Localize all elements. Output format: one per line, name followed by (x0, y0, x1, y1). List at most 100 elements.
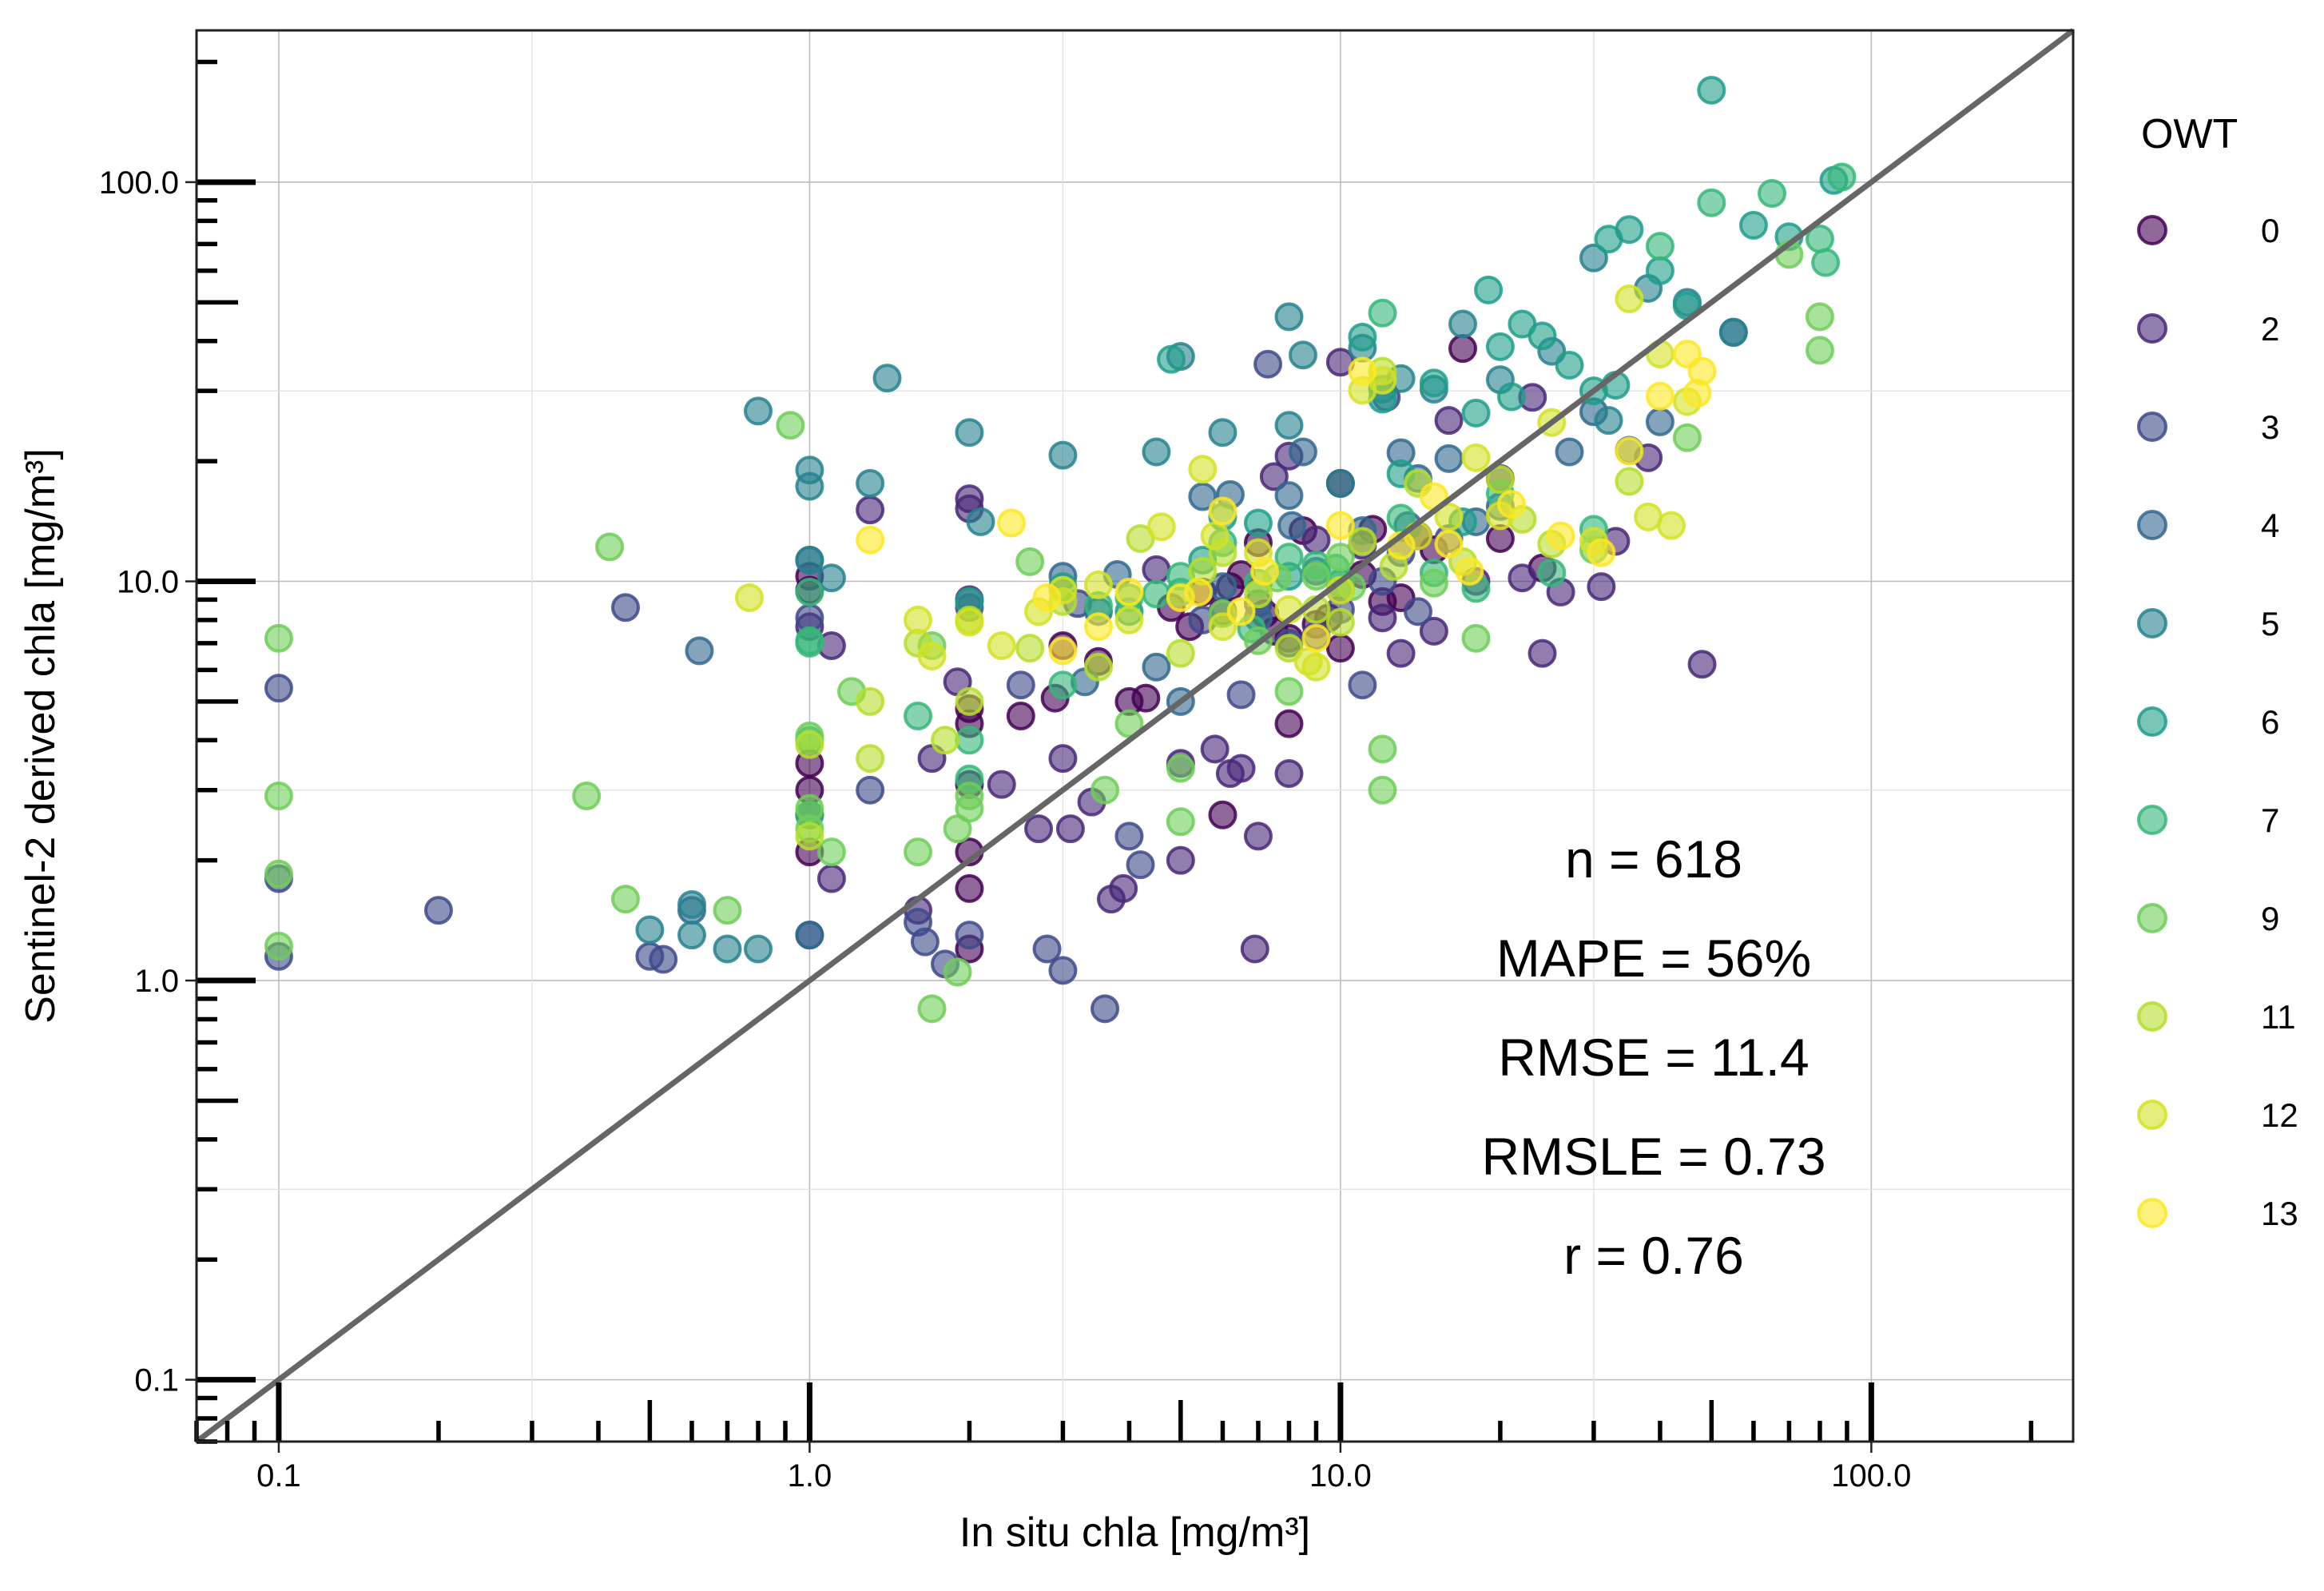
data-point-owt-5 (856, 468, 885, 498)
data-point-owt-5 (1208, 418, 1237, 447)
legend-marker-owt-4 (2137, 510, 2167, 540)
data-point-owt-9 (1301, 562, 1331, 591)
legend-marker-owt-12 (2137, 1100, 2167, 1130)
data-point-owt-9 (1166, 754, 1195, 783)
data-point-owt-11 (856, 686, 885, 716)
data-point-owt-5 (1594, 406, 1623, 436)
data-point-owt-11 (1485, 464, 1515, 494)
rug-ticks (194, 59, 2034, 1444)
legend-label-owt-3: 3 (2261, 408, 2279, 446)
data-point-owt-9 (1015, 547, 1045, 576)
data-point-owt-2 (1200, 734, 1230, 764)
data-point-owt-9 (955, 794, 984, 823)
data-point-owt-2 (1048, 744, 1078, 774)
legend: OWT 0 2 3 4 5 6 7 9 11 12 13 (2137, 111, 2298, 1232)
data-point-owt-6 (1738, 210, 1768, 240)
data-point-owt-12 (1083, 570, 1113, 599)
data-point-owt-7 (1697, 188, 1726, 217)
data-point-owt-2 (1166, 845, 1195, 875)
data-point-owt-7 (1142, 579, 1171, 609)
data-point-owt-3 (1348, 670, 1377, 700)
y-axis-title: Sentinel-2 derived chla [mg/m³] (18, 448, 64, 1024)
data-point-owt-3 (423, 896, 453, 925)
data-point-owt-2 (1109, 873, 1138, 903)
data-point-owt-2 (1434, 406, 1464, 436)
data-point-owt-4 (1434, 443, 1464, 473)
legend-marker-owt-9 (2137, 903, 2167, 933)
data-point-owt-5 (635, 915, 665, 945)
data-point-owt-9 (1461, 623, 1491, 653)
data-point-owt-9 (943, 957, 972, 987)
data-point-owt-7 (1811, 248, 1841, 277)
data-point-owt-3 (1253, 349, 1283, 379)
data-point-owt-13 (1048, 636, 1078, 666)
data-point-owt-6 (1615, 215, 1644, 245)
data-point-owt-5 (1288, 340, 1317, 370)
data-point-owt-0 (1131, 683, 1161, 713)
data-point-owt-12 (734, 583, 764, 612)
data-point-owt-13 (1455, 556, 1484, 586)
data-point-owt-2 (1301, 525, 1331, 555)
data-point-owt-4 (1277, 511, 1307, 540)
data-point-owt-3 (955, 921, 984, 950)
data-point-owt-13 (1301, 623, 1331, 653)
data-point-owt-11 (1015, 634, 1045, 663)
data-point-owt-0 (1208, 800, 1237, 829)
data-point-owt-9 (1274, 677, 1304, 706)
data-point-owt-7 (1758, 179, 1787, 209)
data-point-owt-13 (1032, 583, 1062, 612)
legend-marker-owt-11 (2137, 1001, 2167, 1032)
data-point-owt-9 (572, 782, 602, 811)
data-point-owt-2 (1527, 638, 1557, 668)
data-point-owt-5 (816, 563, 846, 593)
data-point-owt-5 (744, 934, 773, 964)
data-point-owt-13 (1615, 436, 1644, 466)
x-tick-label: 1.0 (788, 1458, 832, 1494)
data-point-owt-7 (795, 577, 824, 607)
data-point-owt-9 (595, 532, 625, 562)
data-point-owt-2 (1142, 555, 1171, 584)
data-point-owt-4 (1274, 481, 1304, 511)
data-point-owt-3 (856, 775, 885, 805)
data-point-owt-4 (1555, 437, 1584, 467)
data-point-owt-7 (1537, 558, 1567, 587)
data-point-owt-6 (1527, 321, 1557, 351)
data-point-owt-5 (1274, 411, 1304, 440)
data-point-owt-11 (1274, 634, 1304, 663)
data-point-owt-5 (677, 921, 706, 950)
x-axis-title: In situ chla [mg/m³] (959, 1509, 1310, 1556)
data-point-owt-4 (1288, 437, 1317, 467)
data-point-owt-13 (1114, 577, 1144, 607)
data-point-owt-7 (1386, 503, 1416, 533)
data-point-owt-11 (931, 726, 960, 755)
data-point-owt-3 (1006, 670, 1035, 700)
data-point-owt-2 (1240, 934, 1269, 964)
data-point-owt-9 (816, 837, 846, 867)
legend-marker-owt-2 (2137, 313, 2167, 344)
stat-r: r = 0.76 (1563, 1226, 1744, 1285)
data-point-owt-5 (1048, 440, 1078, 470)
data-point-owt-2 (856, 495, 885, 525)
legend-label-owt-11: 11 (2261, 998, 2296, 1036)
legend-title: OWT (2141, 111, 2238, 157)
data-point-owt-13 (1250, 556, 1280, 586)
data-point-owt-5 (955, 418, 984, 447)
data-point-owt-12 (1188, 455, 1218, 484)
stat-n: n = 618 (1565, 829, 1742, 889)
data-point-owt-13 (1325, 511, 1355, 540)
plot-frame (195, 29, 2075, 1443)
data-point-owt-12 (1146, 512, 1176, 542)
data-point-owt-13 (1434, 529, 1464, 559)
data-point-owt-6 (1419, 368, 1448, 398)
stat-rmse: RMSE = 11.4 (1498, 1028, 1809, 1087)
data-point-owt-5 (1718, 318, 1748, 348)
data-point-owt-5 (966, 507, 995, 536)
data-point-owt-2 (1687, 650, 1717, 679)
y-tick-label: 1.0 (134, 964, 179, 999)
legend-marker-owt-0 (2137, 215, 2167, 245)
data-point-owt-6 (1645, 256, 1674, 285)
data-point-owt-12 (1615, 284, 1644, 314)
data-point-owt-9 (1419, 568, 1448, 598)
data-point-owt-11 (795, 821, 824, 851)
